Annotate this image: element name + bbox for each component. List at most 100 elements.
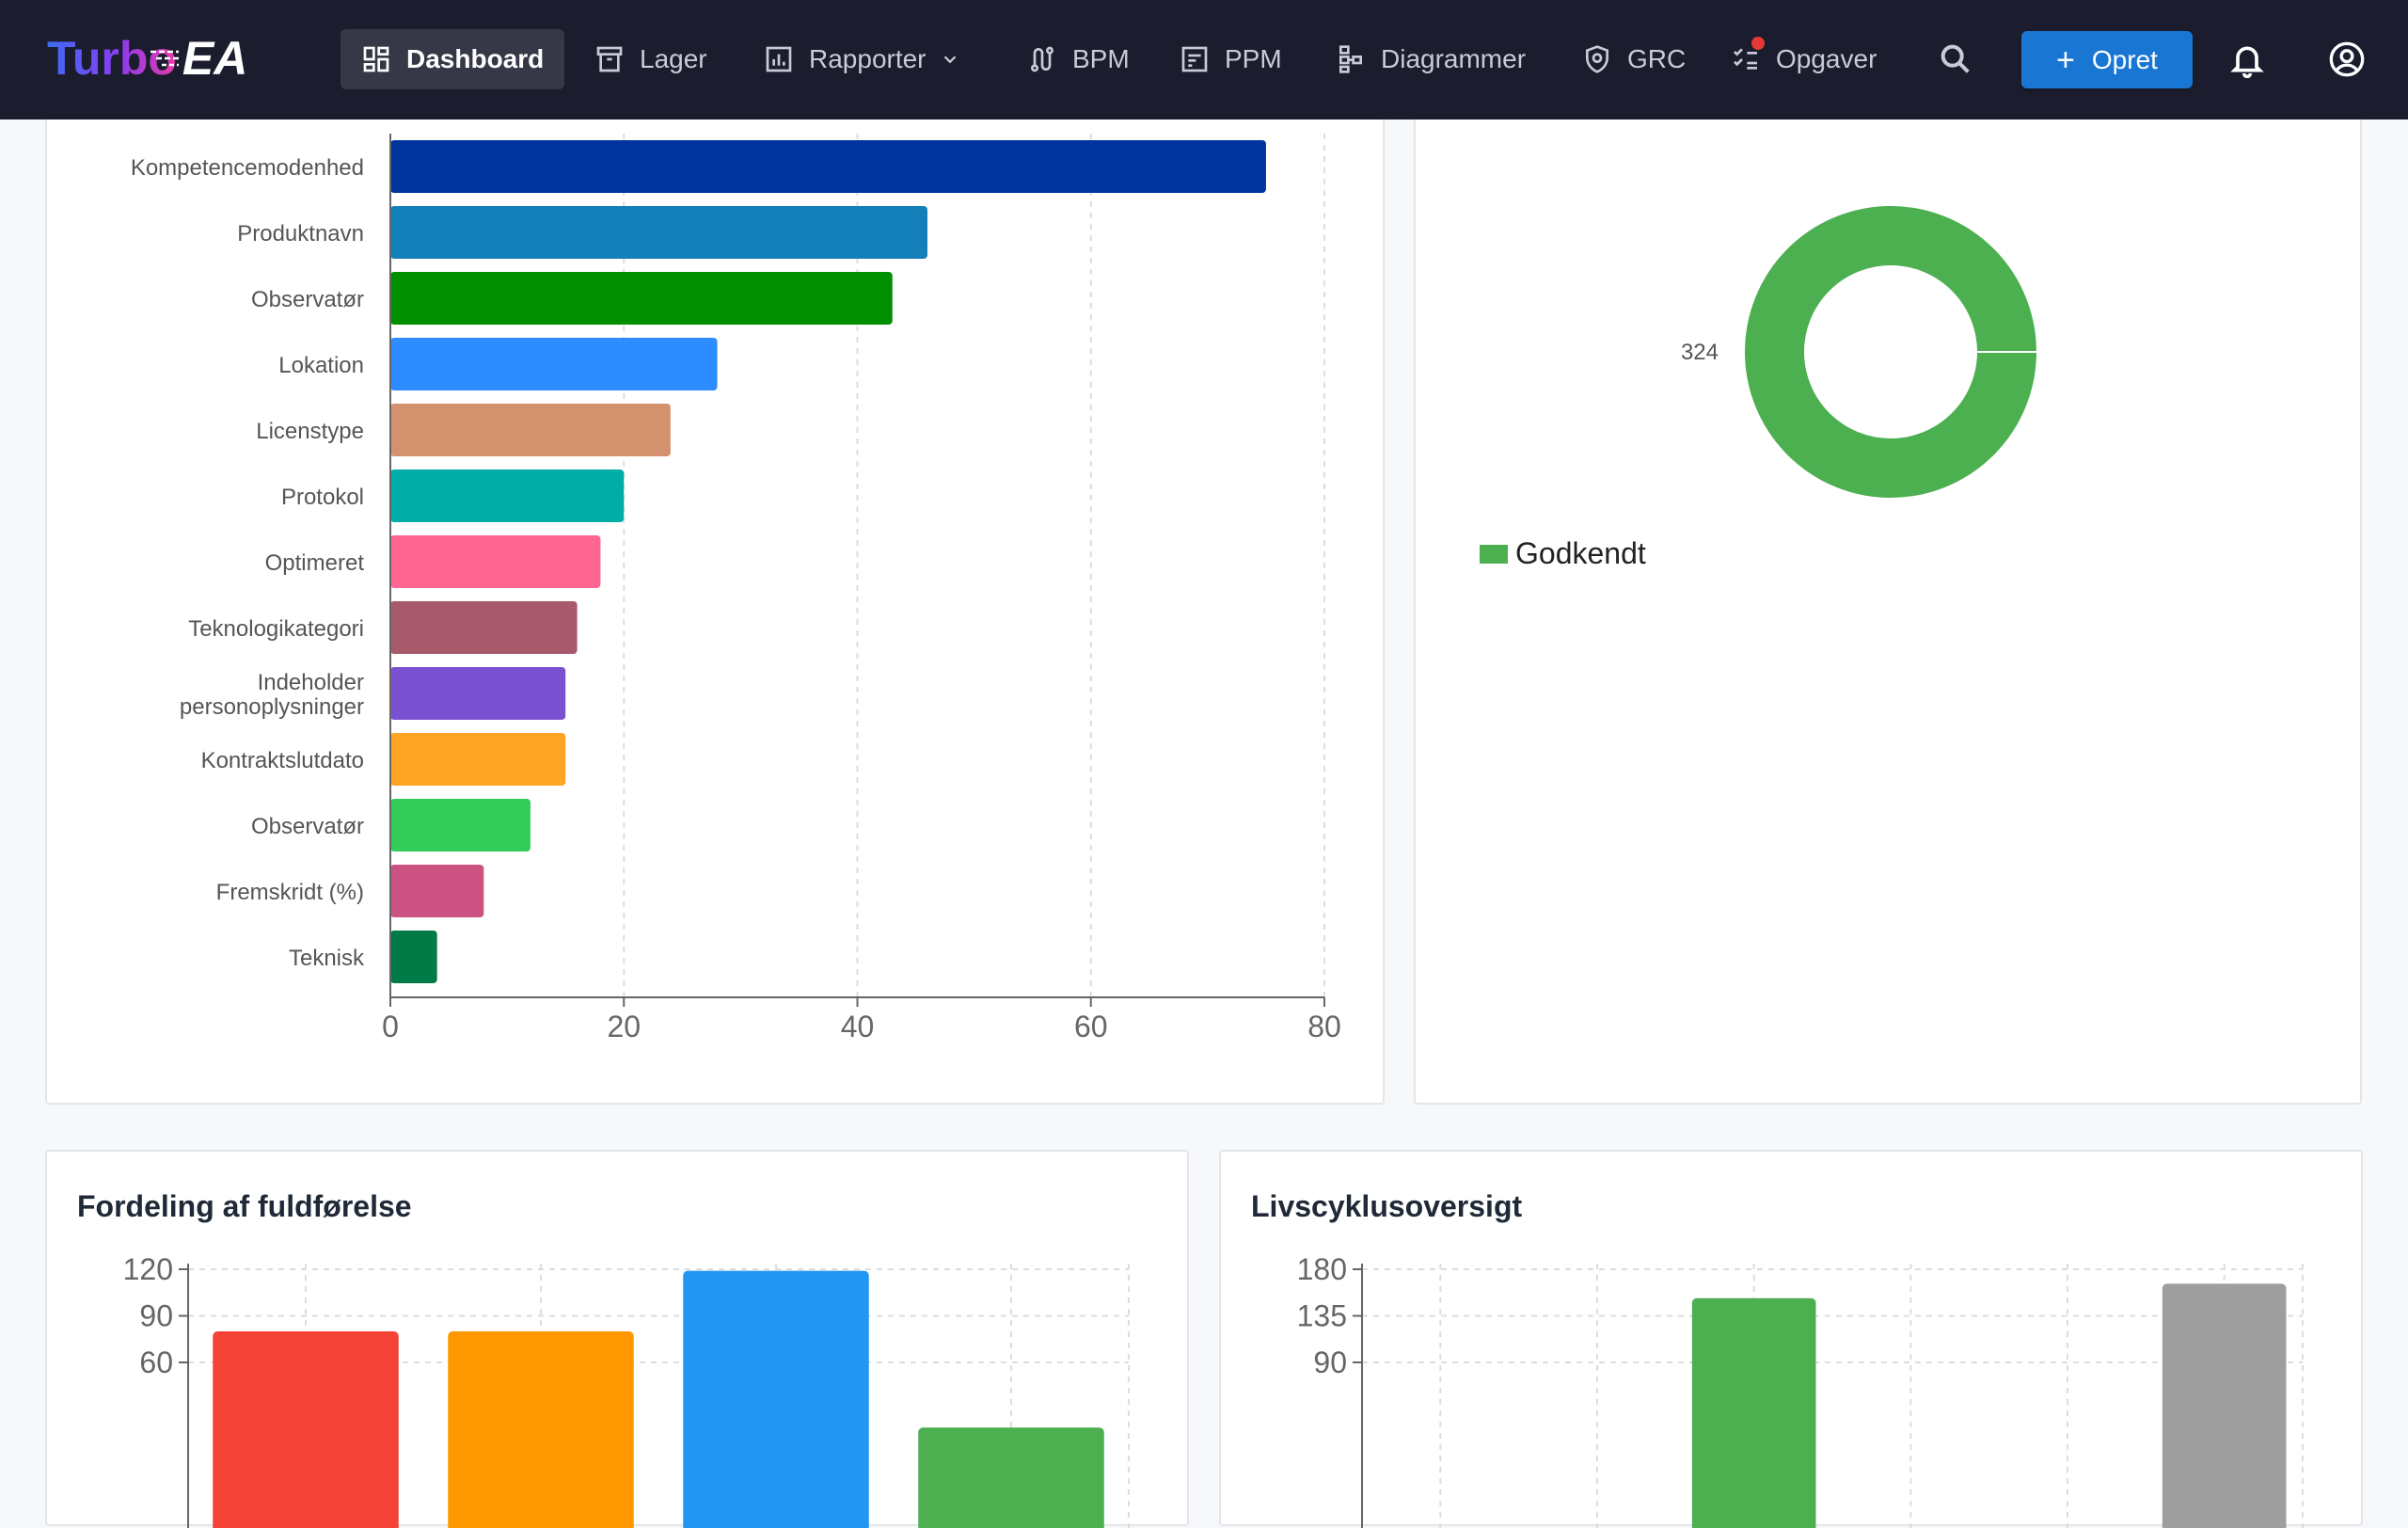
nav-diagrammer-label: Diagrammer: [1381, 44, 1527, 73]
horizontal-bar-chart: 0 20 40 60 80 Kompetencemodenhed Produktnavn Ob…: [131, 134, 1341, 1043]
category-label: Observatør: [251, 287, 364, 312]
completion-distribution-card: Fordeling af fuldførelse 60 90 120: [45, 1150, 1189, 1528]
category-label: Protokol: [281, 485, 364, 510]
x-tick-label: 20: [607, 1010, 641, 1043]
search-icon: [1941, 44, 1970, 73]
bar: [390, 865, 484, 917]
nav-grc[interactable]: GRC: [1561, 29, 1706, 89]
category-label: Licenstype: [256, 419, 364, 444]
category-label: Kompetencemodenhed: [131, 155, 364, 181]
bar: [390, 733, 566, 786]
turbo-ea-logo[interactable]: Turbo EA: [47, 30, 247, 87]
nav-opgaver-label: Opgaver: [1776, 44, 1877, 73]
x-tick-label: 40: [841, 1010, 875, 1043]
bar: [390, 799, 531, 852]
category-label: personoplysninger: [180, 694, 364, 720]
diagram-icon: [1339, 45, 1362, 73]
nav-rapporter[interactable]: Rapporter: [743, 29, 981, 89]
y-tick-label: 60: [139, 1345, 173, 1379]
bar: [390, 140, 1266, 193]
x-tick-label: 0: [382, 1010, 399, 1043]
lifecycle-overview-title: Livscyklusoversigt: [1251, 1189, 1523, 1223]
create-button-label: Opret: [2091, 44, 2158, 74]
dashboard-icon: [363, 46, 389, 72]
slice-value-label: 324: [1681, 340, 1719, 365]
bar: [390, 535, 601, 588]
route-icon: [1031, 46, 1054, 72]
nav-lager-label: Lager: [640, 44, 707, 73]
bar: [390, 404, 671, 456]
bar: [2162, 1283, 2287, 1528]
nav-dashboard[interactable]: Dashboard: [341, 29, 565, 89]
nav-grc-label: GRC: [1627, 44, 1687, 73]
bar: [390, 601, 578, 654]
nav-bpm-label: BPM: [1072, 44, 1130, 73]
donut-chart-card: 324 Godkendt: [1414, 103, 2362, 1105]
top-navigation-bar: Turbo EA Dashboard Lager Rapporter BPM P…: [0, 0, 2408, 119]
legend-swatch-godkendt: [1480, 544, 1508, 564]
account-icon: [2329, 41, 2365, 77]
category-label: Kontraktslutdato: [201, 748, 364, 773]
lifecycle-bar-chart: 90 135 180: [1297, 1252, 2304, 1528]
category-label: Indeholder: [258, 670, 364, 695]
category-label: Teknologikategori: [188, 616, 364, 642]
category-label: Optimeret: [265, 550, 365, 576]
donut-chart: 324: [1681, 206, 2036, 498]
nav-opgaver[interactable]: Opgaver: [1710, 29, 1897, 89]
search-button[interactable]: [1932, 36, 1979, 83]
bell-icon: [2230, 46, 2264, 78]
bar: [683, 1270, 869, 1528]
category-label: Fremskridt (%): [216, 880, 364, 905]
bar: [390, 272, 893, 325]
bar: [918, 1427, 1104, 1528]
bar: [213, 1331, 399, 1528]
nav-ppm-label: PPM: [1225, 44, 1282, 73]
create-button[interactable]: + Opret: [2021, 31, 2193, 88]
y-tick-label: 90: [139, 1299, 173, 1333]
category-label: Produktnavn: [237, 221, 364, 247]
chart-legend: Godkendt: [1480, 536, 1646, 571]
archive-icon: [596, 46, 623, 72]
y-tick-label: 135: [1297, 1299, 1347, 1333]
bar: [390, 206, 927, 259]
nav-bpm[interactable]: BPM: [1006, 29, 1150, 89]
checklist-icon: [1734, 48, 1757, 70]
nav-dashboard-label: Dashboard: [406, 44, 545, 73]
project-icon: [1181, 46, 1208, 72]
notification-dot: [1751, 37, 1765, 50]
plus-icon: +: [2056, 41, 2075, 78]
nav-lager[interactable]: Lager: [574, 29, 728, 89]
nav-diagrammer[interactable]: Diagrammer: [1315, 29, 1546, 89]
account-button[interactable]: [2323, 36, 2370, 83]
bar: [390, 667, 566, 720]
bar: [390, 338, 718, 390]
category-label: Observatør: [251, 814, 364, 839]
y-tick-label: 180: [1297, 1252, 1347, 1286]
y-tick-label: 90: [1313, 1345, 1347, 1379]
nav-ppm[interactable]: PPM: [1159, 29, 1303, 89]
lifecycle-overview-card: Livscyklusoversigt 90 135 180: [1219, 1150, 2363, 1528]
speed-lines-icon: [150, 50, 179, 67]
horizontal-bar-chart-card: 0 20 40 60 80 Kompetencemodenhed Produktnavn Ob…: [45, 103, 1385, 1105]
notifications-button[interactable]: [2224, 36, 2271, 83]
bar: [1691, 1297, 1816, 1528]
donut-slice: [1745, 206, 2036, 498]
logo-text-turbo: Turbo: [47, 32, 177, 85]
bar: [390, 470, 625, 522]
logo-ea-label: EA: [182, 32, 248, 85]
chevron-down-icon: [943, 56, 956, 64]
legend-label-godkendt: Godkendt: [1515, 536, 1646, 570]
category-label: Lokation: [278, 353, 364, 378]
bar: [448, 1331, 634, 1528]
category-label: Teknisk: [289, 946, 365, 971]
x-tick-label: 80: [1307, 1010, 1341, 1043]
report-icon: [766, 46, 792, 72]
x-tick-label: 60: [1074, 1010, 1108, 1043]
completion-distribution-title: Fordeling af fuldførelse: [77, 1189, 412, 1223]
logo-text-ea: EA: [150, 31, 248, 86]
bar: [390, 931, 437, 983]
shield-icon: [1586, 45, 1608, 73]
completion-bar-chart: 60 90 120: [123, 1252, 1130, 1528]
nav-rapporter-label: Rapporter: [809, 44, 927, 73]
y-tick-label: 120: [123, 1252, 173, 1286]
